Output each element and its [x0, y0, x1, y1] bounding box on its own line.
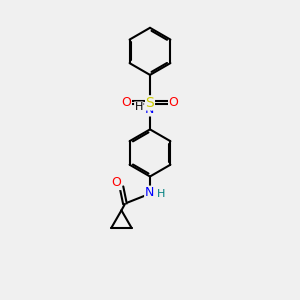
Text: N: N [145, 186, 154, 199]
Text: H: H [135, 102, 143, 112]
Text: H: H [157, 189, 165, 199]
Text: O: O [169, 96, 178, 110]
Text: O: O [122, 96, 131, 110]
Text: S: S [146, 96, 154, 110]
Text: O: O [112, 176, 122, 190]
Text: N: N [145, 103, 154, 116]
